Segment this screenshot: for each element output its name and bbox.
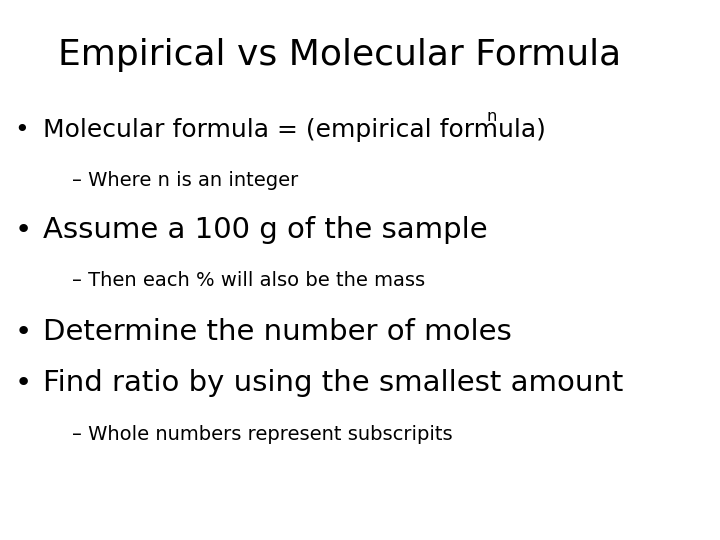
Text: Find ratio by using the smallest amount: Find ratio by using the smallest amount [43,369,624,397]
Text: •: • [14,318,32,346]
Text: •: • [14,215,32,244]
Text: Empirical vs Molecular Formula: Empirical vs Molecular Formula [58,38,621,72]
Text: •: • [14,369,32,397]
Text: Determine the number of moles: Determine the number of moles [43,318,512,346]
Text: Molecular formula = (empirical formula): Molecular formula = (empirical formula) [43,118,546,141]
Text: •: • [14,118,29,141]
Text: – Where n is an integer: – Where n is an integer [72,171,298,191]
Text: – Then each % will also be the mass: – Then each % will also be the mass [72,271,425,291]
Text: Assume a 100 g of the sample: Assume a 100 g of the sample [43,215,488,244]
Text: n: n [486,109,496,124]
Text: – Whole numbers represent subscripits: – Whole numbers represent subscripits [72,425,453,444]
